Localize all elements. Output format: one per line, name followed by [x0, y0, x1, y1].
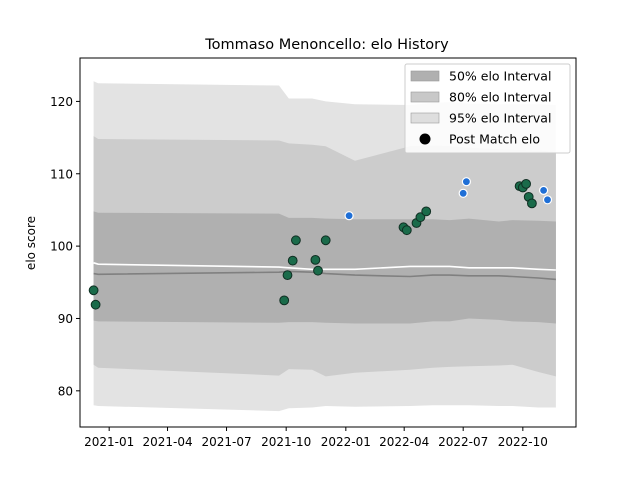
legend-box	[404, 63, 571, 154]
post-match-point	[287, 255, 298, 266]
legend-swatch	[410, 70, 440, 82]
x-tick-label: 2021-04	[142, 435, 192, 449]
post-match-point	[279, 295, 290, 306]
x-tick-label: 2022-10	[498, 435, 548, 449]
legend-swatch	[410, 91, 440, 103]
post-match-point	[421, 206, 432, 217]
post-match-point	[458, 188, 468, 198]
post-match-point	[538, 185, 549, 195]
x-tick-label: 2022-04	[379, 435, 429, 449]
mean-line	[93, 262, 556, 271]
legend-swatch	[410, 112, 440, 124]
legend-label: 80% elo Interval	[449, 90, 551, 105]
legend-label: Post Match elo	[449, 132, 540, 147]
chart-title: Tommaso Menoncello: elo History	[204, 37, 449, 53]
interval-bands	[93, 81, 556, 412]
y-axis-label: elo score	[24, 216, 38, 270]
band-50	[93, 211, 556, 324]
legend-marker	[419, 133, 431, 145]
post-match-point	[88, 285, 99, 296]
y-tick-label: 110	[50, 167, 73, 181]
post-match-point	[401, 225, 412, 236]
post-match-point	[282, 270, 293, 281]
post-match-points	[88, 177, 553, 310]
median-line	[93, 270, 556, 281]
y-tick-label: 120	[50, 95, 73, 109]
plot-frame	[79, 57, 577, 428]
legend-label: 95% elo Interval	[449, 111, 551, 126]
post-match-point	[415, 212, 426, 223]
post-match-point	[521, 179, 531, 189]
legend-label: 50% elo Interval	[449, 69, 551, 84]
post-match-point	[291, 235, 301, 246]
x-tick-label: 2021-01	[84, 435, 134, 449]
y-tick-label: 90	[58, 312, 73, 326]
x-tick-label: 2021-10	[261, 435, 311, 449]
post-match-point	[313, 265, 323, 276]
y-tick-label: 100	[50, 240, 73, 254]
post-match-point	[344, 211, 354, 221]
legend: 50% elo Interval 80% elo Interval 95% elo …	[404, 63, 571, 154]
y-tick-label: 80	[58, 384, 73, 398]
post-match-point	[461, 177, 471, 187]
post-match-point	[527, 198, 537, 209]
post-match-point	[542, 195, 553, 205]
x-tick-label: 2022-01	[321, 435, 371, 449]
x-tick-label: 2021-07	[201, 435, 251, 449]
trend-lines	[93, 262, 556, 281]
axes: 80 90 100 110 120 2021-01 2021-04 2021-07 2021-1…	[50, 57, 577, 449]
x-tick-label: 2022-07	[438, 435, 488, 449]
post-match-point	[320, 235, 331, 246]
post-match-point	[310, 255, 321, 265]
post-match-point	[90, 299, 101, 310]
